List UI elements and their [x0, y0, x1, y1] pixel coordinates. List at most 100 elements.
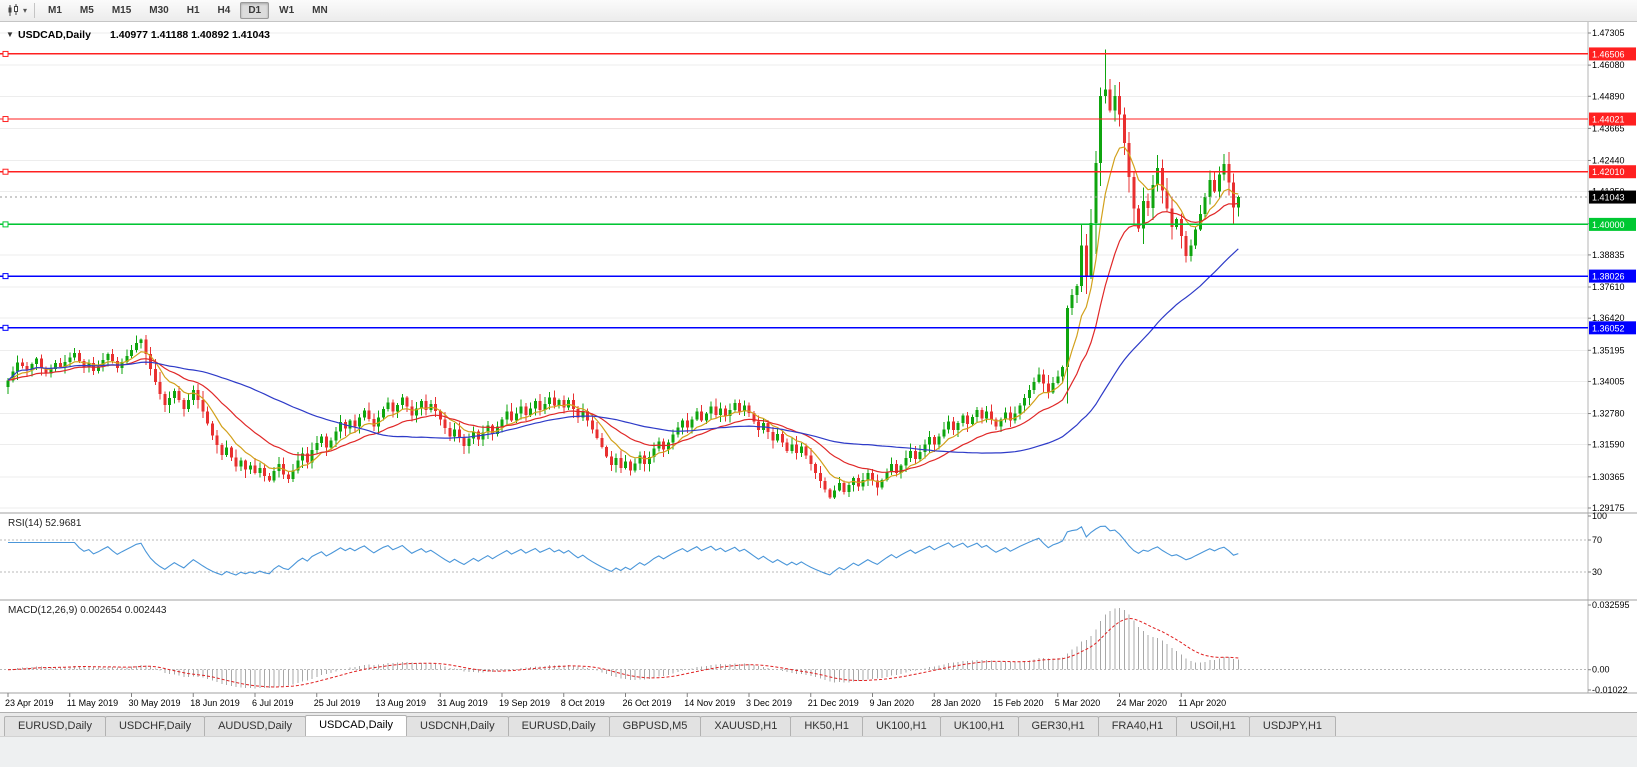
svg-text:11 May 2019: 11 May 2019 — [67, 698, 118, 708]
macd-signal-line — [7, 617, 1239, 688]
svg-text:1.36052: 1.36052 — [1592, 323, 1625, 333]
svg-text:100: 100 — [1592, 511, 1607, 521]
timeframe-button-m1[interactable]: M1 — [48, 5, 62, 16]
chart-tab-usdcnh-daily[interactable]: USDCNH,Daily — [406, 716, 509, 736]
timeframe-button-h4[interactable]: H4 — [217, 5, 231, 16]
chart-tab-uk100-h1[interactable]: UK100,H1 — [939, 716, 1019, 736]
macd-indicator-label: MACD(12,26,9) 0.002654 0.002443 — [8, 605, 167, 616]
timeframe-button-mn[interactable]: MN — [312, 5, 328, 16]
svg-text:3 Dec 2019: 3 Dec 2019 — [746, 698, 792, 708]
status-bar — [0, 736, 1637, 767]
chart-tab-usdchf-daily[interactable]: USDCHF,Daily — [104, 716, 206, 736]
svg-text:6 Jul 2019: 6 Jul 2019 — [252, 698, 294, 708]
chart-tab-bar: EURUSD,Daily USDCHF,Daily AUDUSD,Daily USDC… — [0, 712, 1637, 736]
chart-canvas[interactable]: 1.473051.460801.448901.436651.424401.412… — [0, 22, 1637, 712]
timeframe-button-h1[interactable]: H1 — [186, 5, 200, 16]
ma-line-8 — [7, 146, 1239, 484]
macd-panel: 0.032595 0.00 -0.01022 — [0, 600, 1630, 695]
svg-text:26 Oct 2019: 26 Oct 2019 — [623, 698, 672, 708]
svg-text:14 Nov 2019: 14 Nov 2019 — [684, 698, 735, 708]
chart-tab-hk50-h1[interactable]: HK50,H1 — [790, 716, 863, 736]
candlestick-series — [6, 49, 1240, 500]
svg-text:21 Dec 2019: 21 Dec 2019 — [808, 698, 859, 708]
svg-text:11 Apr 2020: 11 Apr 2020 — [1178, 698, 1226, 708]
svg-text:28 Jan 2020: 28 Jan 2020 — [931, 698, 981, 708]
svg-text:30 May 2019: 30 May 2019 — [129, 698, 181, 708]
timeframe-buttons: M1 M5 M15 M30 H1 H4 D1 W1 MN — [39, 2, 337, 19]
svg-text:1.32780: 1.32780 — [1592, 409, 1625, 419]
svg-text:1.34005: 1.34005 — [1592, 376, 1625, 386]
price-axis[interactable]: 1.473051.460801.448901.436651.424401.412… — [0, 22, 1637, 694]
timeframe-button-d1[interactable]: D1 — [240, 2, 270, 19]
svg-text:1.29175: 1.29175 — [1592, 503, 1625, 513]
chart-tab-eurusd-daily[interactable]: EURUSD,Daily — [4, 716, 106, 736]
svg-text:13 Aug 2019: 13 Aug 2019 — [376, 698, 427, 708]
ma-line-21 — [7, 202, 1239, 473]
chart-ohlc-label: 1.40977 1.41188 1.40892 1.41043 — [110, 29, 270, 41]
svg-text:1.30365: 1.30365 — [1592, 472, 1625, 482]
svg-text:1.37610: 1.37610 — [1592, 282, 1625, 292]
chart-tab-uk100-h1[interactable]: UK100,H1 — [861, 716, 941, 736]
horizontal-line-1.36052[interactable]: 1.36052 — [0, 321, 1636, 335]
ma-line-50 — [7, 248, 1239, 454]
svg-text:9 Jan 2020: 9 Jan 2020 — [870, 698, 915, 708]
svg-text:30: 30 — [1592, 567, 1602, 577]
timeframe-button-w1[interactable]: W1 — [279, 5, 295, 16]
svg-text:1.31590: 1.31590 — [1592, 440, 1625, 450]
price-grid — [0, 32, 1588, 509]
svg-text:0.032595: 0.032595 — [1592, 600, 1630, 610]
svg-text:5 Mar 2020: 5 Mar 2020 — [1055, 698, 1101, 708]
svg-text:24 Mar 2020: 24 Mar 2020 — [1117, 698, 1168, 708]
timeframe-button-m15[interactable]: M15 — [111, 5, 132, 16]
horizontal-line-1.44021[interactable]: 1.44021 — [0, 112, 1636, 126]
svg-text:15 Feb 2020: 15 Feb 2020 — [993, 698, 1044, 708]
candlestick-chart-icon — [8, 4, 18, 16]
svg-text:23 Apr 2019: 23 Apr 2019 — [5, 698, 54, 708]
chart-tab-ger30-h1[interactable]: GER30,H1 — [1017, 716, 1099, 736]
rsi-panel: 100 70 30 — [0, 511, 1607, 577]
svg-text:1.42010: 1.42010 — [1592, 167, 1625, 177]
horizontal-line-1.40000[interactable]: 1.40000 — [0, 217, 1636, 231]
toolbar-separator — [34, 3, 36, 18]
svg-text:19 Sep 2019: 19 Sep 2019 — [499, 698, 550, 708]
svg-text:31 Aug 2019: 31 Aug 2019 — [437, 698, 488, 708]
chart-window[interactable]: 1.473051.460801.448901.436651.424401.412… — [0, 22, 1637, 712]
chart-type-button[interactable]: ▾ — [3, 3, 30, 18]
period-toolbar: ▾ M1 M5 M15 M30 H1 H4 D1 W1 MN — [0, 0, 1637, 22]
svg-text:25 Jul 2019: 25 Jul 2019 — [314, 698, 361, 708]
svg-text:1.46080: 1.46080 — [1592, 60, 1625, 70]
svg-text:1.44890: 1.44890 — [1592, 91, 1625, 101]
svg-text:8 Oct 2019: 8 Oct 2019 — [561, 698, 605, 708]
svg-text:1.42440: 1.42440 — [1592, 155, 1625, 165]
rsi-line — [8, 525, 1239, 576]
svg-text:1.38026: 1.38026 — [1592, 272, 1625, 282]
svg-text:1.44021: 1.44021 — [1592, 115, 1625, 125]
chart-tab-audusd-daily[interactable]: AUDUSD,Daily — [204, 716, 307, 736]
rsi-indicator-label: RSI(14) 52.9681 — [8, 518, 82, 529]
svg-text:1.38835: 1.38835 — [1592, 250, 1625, 260]
chart-tab-eurusd-daily[interactable]: EURUSD,Daily — [507, 716, 610, 736]
chart-tab-usoil-h1[interactable]: USOil,H1 — [1176, 716, 1250, 736]
timeframe-button-m30[interactable]: M30 — [149, 5, 169, 16]
svg-text:70: 70 — [1592, 535, 1602, 545]
timeframe-button-m5[interactable]: M5 — [79, 5, 94, 16]
svg-text:1.35195: 1.35195 — [1592, 345, 1625, 355]
chart-tab-usdcad-daily[interactable]: USDCAD,Daily — [305, 715, 408, 736]
chart-symbol-label: USDCAD,Daily — [18, 29, 91, 41]
current-price-badge: 1.41043 — [1589, 190, 1636, 204]
one-click-trading-toggle[interactable]: ▼ — [6, 30, 14, 39]
horizontal-line-1.42010[interactable]: 1.42010 — [0, 165, 1636, 179]
svg-text:1.36420: 1.36420 — [1592, 313, 1625, 323]
svg-text:1.43665: 1.43665 — [1592, 123, 1625, 133]
chart-tab-usdjpy-h1[interactable]: USDJPY,H1 — [1248, 716, 1337, 736]
chart-tab-xauusd-h1[interactable]: XAUUSD,H1 — [700, 716, 792, 736]
chart-tab-fra40-h1[interactable]: FRA40,H1 — [1097, 716, 1178, 736]
chart-tab-gbpusd-m5[interactable]: GBPUSD,M5 — [608, 716, 702, 736]
horizontal-line-1.38026[interactable]: 1.38026 — [0, 269, 1636, 283]
svg-text:-0.01022: -0.01022 — [1592, 685, 1628, 695]
time-axis[interactable]: 23 Apr 2019 11 May 2019 30 May 2019 18 Jun … — [5, 693, 1226, 708]
svg-text:1.47305: 1.47305 — [1592, 28, 1625, 38]
svg-text:18 Jun 2019: 18 Jun 2019 — [190, 698, 240, 708]
horizontal-line-1.46506[interactable]: 1.46506 — [0, 47, 1636, 61]
chevron-down-icon: ▾ — [23, 6, 28, 15]
